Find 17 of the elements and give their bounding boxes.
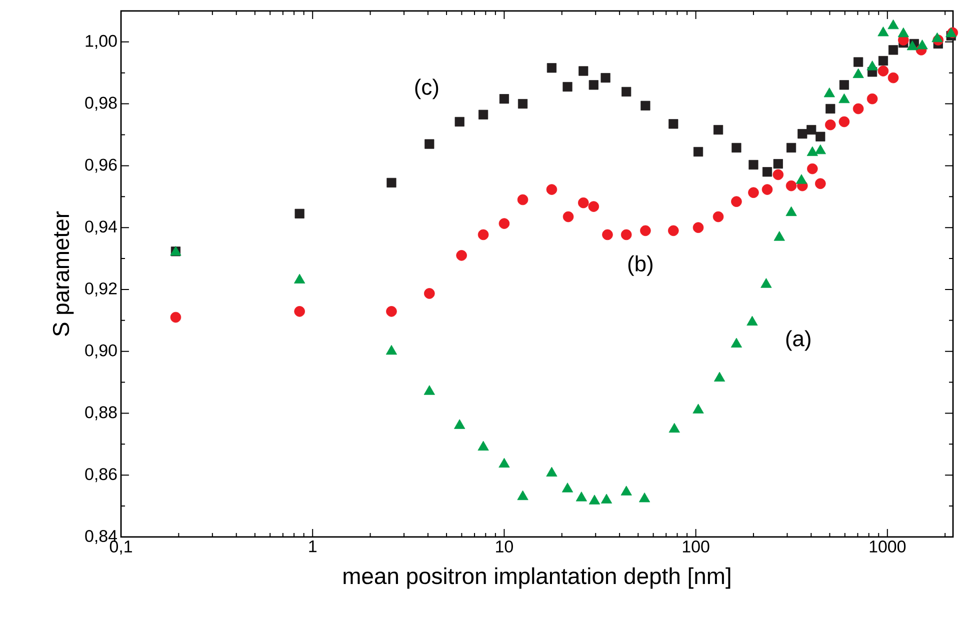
x-tick-label: 1000 xyxy=(870,540,906,552)
y-tick-label: 0,92 xyxy=(85,282,117,296)
y-tick-label: 0,96 xyxy=(85,158,117,173)
y-tick-label: 0,94 xyxy=(85,220,117,235)
y-tick-label: 0,98 xyxy=(85,96,117,111)
series-label: (b) xyxy=(628,255,652,276)
y-tick-label: 0,86 xyxy=(85,468,117,482)
x-tick-label: 1 xyxy=(309,540,316,552)
x-tick-label: 100 xyxy=(682,540,710,552)
y-tick-label: 0,88 xyxy=(85,406,117,420)
y-tick-label: 0,90 xyxy=(85,344,117,358)
series-label: (a) xyxy=(786,330,810,351)
x-tick-label: 10 xyxy=(496,540,513,552)
x-axis-title: mean positron implantation depth [nm] xyxy=(344,567,730,589)
y-tick-label: 1,00 xyxy=(86,34,117,49)
series-label: (c) xyxy=(415,78,438,100)
y-axis-title: S parameter xyxy=(52,211,74,336)
